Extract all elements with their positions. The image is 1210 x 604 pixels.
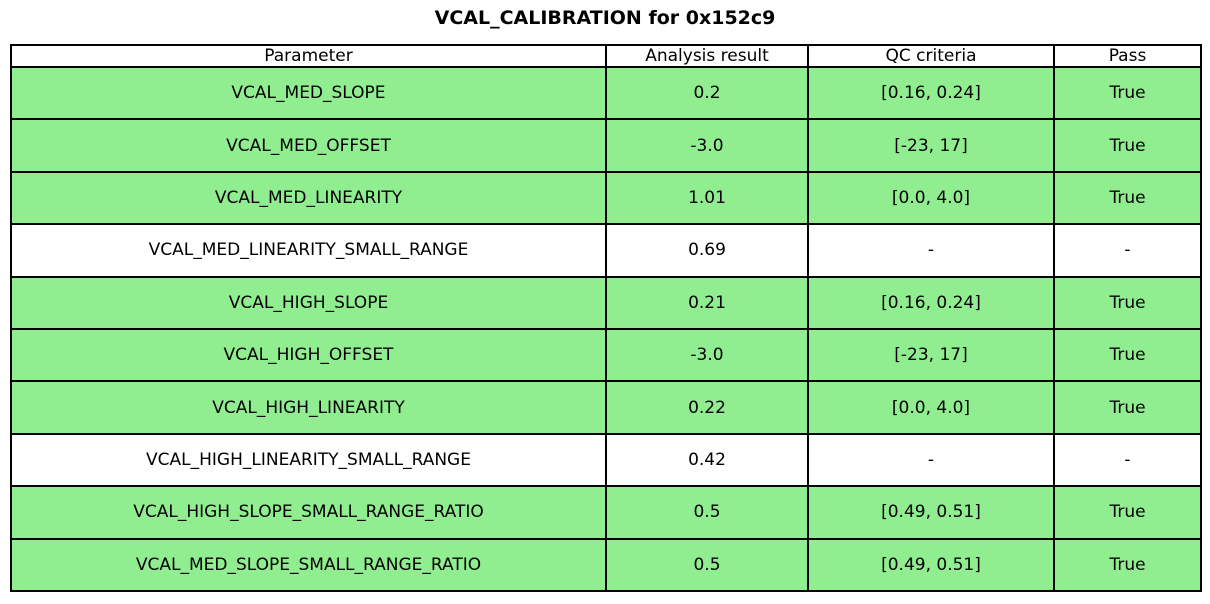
column-header-pass: Pass xyxy=(1053,44,1202,68)
table-row: VCAL_MED_SLOPE 0.2 [0.16, 0.24] True xyxy=(10,65,1202,121)
analysis-result-cell: 0.42 xyxy=(605,432,809,488)
parameter-cell: VCAL_HIGH_SLOPE_SMALL_RANGE_RATIO xyxy=(10,485,607,540)
pass-cell: True xyxy=(1053,327,1202,383)
analysis-result-cell: 0.69 xyxy=(605,223,809,278)
qc-criteria-cell: - xyxy=(807,223,1055,278)
column-header-qc-criteria: QC criteria xyxy=(807,44,1055,68)
parameter-cell: VCAL_MED_OFFSET xyxy=(10,118,607,173)
parameter-cell: VCAL_HIGH_LINEARITY xyxy=(10,380,607,435)
figure-title: VCAL_CALIBRATION for 0x152c9 xyxy=(434,7,776,29)
parameter-cell: VCAL_MED_SLOPE_SMALL_RANGE_RATIO xyxy=(10,537,607,593)
analysis-result-cell: 0.2 xyxy=(605,65,809,121)
parameter-cell: VCAL_HIGH_LINEARITY_SMALL_RANGE xyxy=(10,432,607,488)
analysis-result-cell: 0.5 xyxy=(605,537,809,593)
table-row: VCAL_HIGH_LINEARITY 0.22 [0.0, 4.0] True xyxy=(10,380,1202,435)
parameter-cell: VCAL_MED_SLOPE xyxy=(10,65,607,121)
qc-criteria-cell: [0.0, 4.0] xyxy=(807,170,1055,226)
qc-criteria-cell: [0.16, 0.24] xyxy=(807,275,1055,330)
parameter-cell: VCAL_HIGH_OFFSET xyxy=(10,327,607,383)
qc-criteria-cell: - xyxy=(807,432,1055,488)
analysis-result-cell: -3.0 xyxy=(605,118,809,173)
analysis-result-cell: 0.22 xyxy=(605,380,809,435)
table-row: VCAL_HIGH_OFFSET -3.0 [-23, 17] True xyxy=(10,327,1202,383)
pass-cell: True xyxy=(1053,170,1202,226)
pass-cell: True xyxy=(1053,485,1202,540)
table-header: Parameter Analysis result QC criteria Pa… xyxy=(10,44,1202,68)
qc-criteria-cell: [0.16, 0.24] xyxy=(807,65,1055,121)
qc-criteria-cell: [0.49, 0.51] xyxy=(807,485,1055,540)
column-header-parameter: Parameter xyxy=(10,44,607,68)
table-row: VCAL_HIGH_SLOPE_SMALL_RANGE_RATIO 0.5 [0… xyxy=(10,485,1202,540)
table-row: VCAL_MED_LINEARITY 1.01 [0.0, 4.0] True xyxy=(10,170,1202,226)
table-body: VCAL_MED_SLOPE 0.2 [0.16, 0.24] True VCA… xyxy=(10,65,1202,593)
header-row: Parameter Analysis result QC criteria Pa… xyxy=(10,44,1202,68)
qc-criteria-cell: [0.49, 0.51] xyxy=(807,537,1055,593)
pass-cell: - xyxy=(1053,223,1202,278)
parameter-cell: VCAL_MED_LINEARITY_SMALL_RANGE xyxy=(10,223,607,278)
column-header-analysis-result: Analysis result xyxy=(605,44,809,68)
pass-cell: True xyxy=(1053,537,1202,593)
qc-criteria-cell: [-23, 17] xyxy=(807,327,1055,383)
pass-cell: True xyxy=(1053,65,1202,121)
analysis-result-cell: -3.0 xyxy=(605,327,809,383)
pass-cell: True xyxy=(1053,275,1202,330)
qc-table-container: Parameter Analysis result QC criteria Pa… xyxy=(10,44,1202,593)
analysis-result-cell: 0.5 xyxy=(605,485,809,540)
table-row: VCAL_HIGH_SLOPE 0.21 [0.16, 0.24] True xyxy=(10,275,1202,330)
table-row: VCAL_MED_LINEARITY_SMALL_RANGE 0.69 - - xyxy=(10,223,1202,278)
pass-cell: - xyxy=(1053,432,1202,488)
analysis-result-cell: 0.21 xyxy=(605,275,809,330)
pass-cell: True xyxy=(1053,380,1202,435)
table-row: VCAL_HIGH_LINEARITY_SMALL_RANGE 0.42 - - xyxy=(10,432,1202,488)
table-row: VCAL_MED_OFFSET -3.0 [-23, 17] True xyxy=(10,118,1202,173)
pass-cell: True xyxy=(1053,118,1202,173)
parameter-cell: VCAL_MED_LINEARITY xyxy=(10,170,607,226)
parameter-cell: VCAL_HIGH_SLOPE xyxy=(10,275,607,330)
qc-criteria-cell: [-23, 17] xyxy=(807,118,1055,173)
table-row: VCAL_MED_SLOPE_SMALL_RANGE_RATIO 0.5 [0.… xyxy=(10,537,1202,593)
analysis-result-cell: 1.01 xyxy=(605,170,809,226)
qc-criteria-cell: [0.0, 4.0] xyxy=(807,380,1055,435)
qc-results-table: Parameter Analysis result QC criteria Pa… xyxy=(10,44,1202,593)
